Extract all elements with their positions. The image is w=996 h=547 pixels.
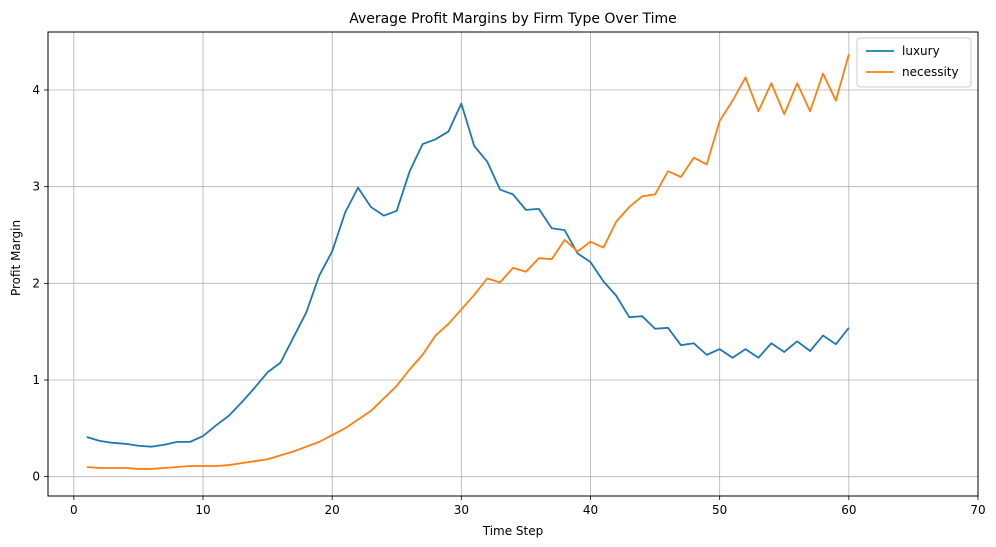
y-tick-label: 4 (32, 83, 40, 97)
y-tick-label: 2 (32, 276, 40, 290)
legend-label-luxury: luxury (902, 44, 940, 58)
series-line-luxury (86, 102, 850, 448)
y-tick-label: 0 (32, 470, 40, 484)
chart-title: Average Profit Margins by Firm Type Over… (349, 11, 677, 27)
plot-frame (47, 31, 979, 497)
series-line-necessity (86, 53, 850, 470)
x-tick-label: 60 (841, 503, 856, 517)
x-tick-label: 50 (712, 503, 727, 517)
x-axis-ticks: 0 10 20 30 40 50 60 70 (70, 496, 986, 517)
x-tick-label: 40 (583, 503, 598, 517)
legend-label-necessity: necessity (902, 65, 959, 79)
series-lines (86, 53, 850, 470)
y-axis-label: Profit Margin (9, 220, 23, 296)
x-axis-label: Time Step (482, 524, 544, 538)
x-tick-label: 30 (454, 503, 469, 517)
legend: luxury necessity (856, 37, 972, 88)
x-tick-label: 0 (70, 503, 78, 517)
y-tick-label: 1 (32, 373, 40, 387)
x-tick-label: 70 (970, 503, 985, 517)
y-tick-label: 3 (32, 180, 40, 194)
y-axis-ticks: 0 1 2 3 4 (32, 83, 48, 484)
x-tick-label: 20 (325, 503, 340, 517)
x-tick-label: 10 (195, 503, 210, 517)
grid-lines (48, 32, 979, 496)
